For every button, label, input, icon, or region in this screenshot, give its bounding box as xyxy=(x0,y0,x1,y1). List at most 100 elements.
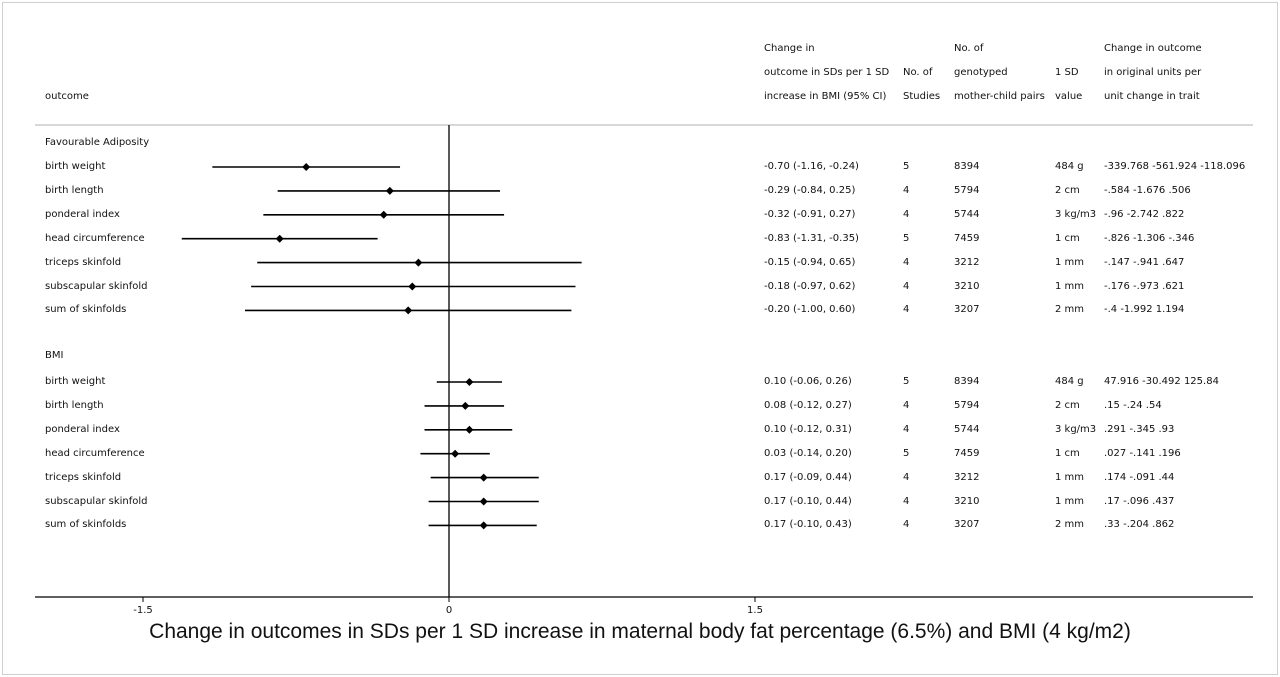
header-studies-line2: Studies xyxy=(903,91,941,102)
original-units: -.176 -.973 .621 xyxy=(1104,280,1185,292)
ci-text: -0.83 (-1.31, -0.35) xyxy=(764,232,859,244)
outcome-label: subscapular skinfold xyxy=(45,495,148,507)
sd-value: 2 mm xyxy=(1055,304,1085,316)
outcome-label: ponderal index xyxy=(45,208,120,220)
original-units: .291 -.345 .93 xyxy=(1104,423,1175,435)
original-units: .17 -.096 .437 xyxy=(1104,495,1175,507)
studies-count: 5 xyxy=(903,376,910,387)
outcome-label: triceps skinfold xyxy=(45,471,122,483)
sd-value: 1 mm xyxy=(1055,256,1085,268)
original-units: -.96 -2.742 .822 xyxy=(1104,208,1185,220)
point-estimate-marker xyxy=(404,306,413,315)
sd-value: 1 mm xyxy=(1055,280,1085,292)
outcome-label: triceps skinfold xyxy=(45,256,122,268)
point-estimate-marker xyxy=(414,258,423,267)
studies-count: 4 xyxy=(903,184,910,196)
point-estimate-marker xyxy=(275,234,284,243)
outcome-label: head circumference xyxy=(45,447,145,459)
studies-count: 5 xyxy=(903,232,910,244)
studies-count: 4 xyxy=(903,519,910,531)
sd-value: 1 cm xyxy=(1055,447,1080,459)
sd-value: 3 kg/m3 xyxy=(1055,423,1097,435)
outcome-label: head circumference xyxy=(45,232,145,244)
sd-value: 484 g xyxy=(1055,376,1084,387)
original-units: .027 -.141 .196 xyxy=(1104,447,1181,459)
pairs-count: 5744 xyxy=(954,208,980,220)
x-axis-caption: Change in outcomes in SDs per 1 SD incre… xyxy=(149,620,1131,643)
studies-count: 5 xyxy=(903,447,910,459)
original-units: 47.916 -30.492 125.84 xyxy=(1104,376,1219,387)
original-units: -339.768 -561.924 -118.096 xyxy=(1104,161,1246,172)
outcome-label: birth weight xyxy=(45,161,106,172)
sd-value: 1 cm xyxy=(1055,232,1080,244)
header-change-sd-line2: outcome in SDs per 1 SD xyxy=(764,67,890,78)
pairs-count: 3207 xyxy=(954,519,980,531)
original-units: -.826 -1.306 -.346 xyxy=(1104,232,1195,244)
point-estimate-marker xyxy=(302,163,311,171)
header-studies-line1: No. of xyxy=(903,67,933,78)
point-estimate-marker xyxy=(451,449,460,458)
pairs-count: 3207 xyxy=(954,304,980,316)
x-tick-label: 0 xyxy=(445,605,453,616)
pairs-count: 3212 xyxy=(954,471,980,483)
header-pairs-line1: No. of xyxy=(954,43,984,54)
ci-text: -0.18 (-0.97, 0.62) xyxy=(764,280,856,292)
ci-text: 0.17 (-0.09, 0.44) xyxy=(764,471,852,483)
header-pairs-line3: mother-child pairs xyxy=(954,91,1045,102)
studies-count: 4 xyxy=(903,471,910,483)
ci-text: -0.32 (-0.91, 0.27) xyxy=(764,208,856,220)
header-pairs-line2: genotyped xyxy=(954,67,1008,78)
outcome-label: birth length xyxy=(45,399,104,411)
studies-count: 4 xyxy=(903,280,910,292)
outcome-label: sum of skinfolds xyxy=(45,519,127,531)
ci-text: 0.17 (-0.10, 0.44) xyxy=(764,495,852,507)
sd-value: 1 mm xyxy=(1055,495,1085,507)
original-units: -.4 -1.992 1.194 xyxy=(1104,304,1185,316)
original-units: .174 -.091 .44 xyxy=(1104,471,1175,483)
outcome-label: ponderal index xyxy=(45,423,120,435)
x-tick-label: 1.5 xyxy=(747,605,763,616)
original-units: -.584 -1.676 .506 xyxy=(1104,184,1191,196)
sd-value: 1 mm xyxy=(1055,471,1085,483)
ci-text: 0.03 (-0.14, 0.20) xyxy=(764,447,852,459)
sd-value: 2 mm xyxy=(1055,519,1085,531)
header-sd-line1: 1 SD xyxy=(1055,67,1079,78)
point-estimate-marker xyxy=(479,473,488,482)
point-estimate-marker xyxy=(479,521,488,530)
ci-text: 0.10 (-0.12, 0.31) xyxy=(764,423,852,435)
point-estimate-marker xyxy=(465,378,474,386)
pairs-count: 5744 xyxy=(954,423,980,435)
studies-count: 4 xyxy=(903,304,910,316)
group-label: Favourable Adiposity xyxy=(45,137,150,148)
ci-text: -0.70 (-1.16, -0.24) xyxy=(764,161,859,172)
header-outcome: outcome xyxy=(45,91,89,102)
sd-value: 2 cm xyxy=(1055,399,1080,411)
studies-count: 4 xyxy=(903,208,910,220)
ci-text: -0.29 (-0.84, 0.25) xyxy=(764,184,856,196)
point-estimate-marker xyxy=(385,186,394,195)
point-estimate-marker xyxy=(465,425,474,434)
x-tick-label: -1.5 xyxy=(133,605,153,616)
sd-value: 2 cm xyxy=(1055,184,1080,196)
ci-text: 0.08 (-0.12, 0.27) xyxy=(764,399,852,411)
pairs-count: 8394 xyxy=(954,376,980,387)
point-estimate-marker xyxy=(379,210,388,219)
sd-value: 3 kg/m3 xyxy=(1055,208,1097,220)
pairs-count: 7459 xyxy=(954,232,980,244)
header-change-sd-line3: increase in BMI (95% CI) xyxy=(764,91,887,102)
outcome-label: sum of skinfolds xyxy=(45,304,127,316)
header-units-line2: in original units per xyxy=(1104,67,1202,78)
header-change-sd-line1: Change in xyxy=(764,43,815,54)
pairs-count: 5794 xyxy=(954,184,980,196)
pairs-count: 3212 xyxy=(954,256,980,268)
studies-count: 4 xyxy=(903,495,910,507)
ci-text: 0.10 (-0.06, 0.26) xyxy=(764,376,852,387)
original-units: -.147 -.941 .647 xyxy=(1104,256,1185,268)
pairs-count: 3210 xyxy=(954,280,980,292)
studies-count: 5 xyxy=(903,161,910,172)
outcome-label: subscapular skinfold xyxy=(45,280,148,292)
point-estimate-marker xyxy=(408,282,417,291)
outcome-label: birth length xyxy=(45,184,104,196)
